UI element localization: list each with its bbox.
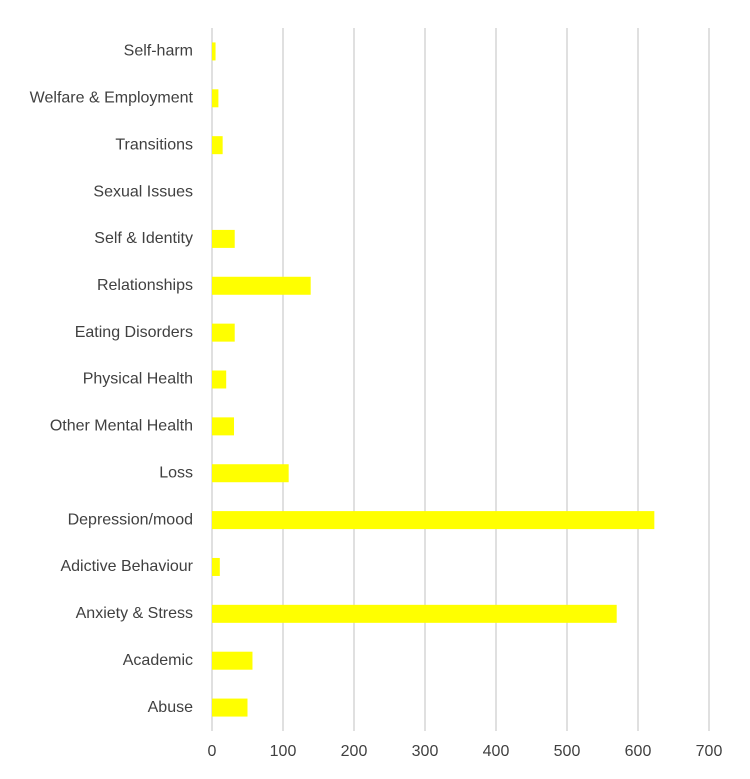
bar: [212, 89, 219, 108]
x-tick-label: 500: [554, 743, 581, 760]
bar: [212, 370, 227, 389]
category-label: Academic: [123, 652, 193, 669]
category-label: Other Mental Health: [50, 418, 193, 435]
category-label: Abuse: [148, 699, 193, 716]
gridlines: [211, 28, 710, 731]
category-label: Depression/mood: [68, 511, 193, 528]
bar: [212, 651, 253, 670]
category-label: Physical Health: [83, 371, 193, 388]
bar: [212, 229, 235, 248]
bar: [212, 42, 216, 61]
bar: [212, 136, 223, 155]
bar: [212, 557, 220, 576]
x-tick-label: 200: [341, 743, 368, 760]
category-label: Self & Identity: [94, 230, 193, 247]
bar: [212, 698, 248, 717]
category-label: Self-harm: [124, 43, 193, 60]
bar: [212, 276, 311, 295]
category-label: Eating Disorders: [75, 324, 193, 341]
x-axis-tick-labels: 0 100 200 300 400 500 600 700: [208, 743, 723, 760]
category-label: Welfare & Employment: [30, 90, 194, 107]
bar: [212, 511, 655, 530]
x-tick-label: 300: [412, 743, 439, 760]
category-label: Sexual Issues: [93, 183, 193, 200]
bar: [212, 464, 289, 483]
category-label: Loss: [159, 464, 193, 481]
x-tick-label: 0: [208, 743, 217, 760]
category-label: Transitions: [115, 136, 193, 153]
category-label: Anxiety & Stress: [76, 605, 193, 622]
x-tick-label: 600: [625, 743, 652, 760]
bars: [212, 42, 655, 717]
bar: [212, 417, 235, 436]
category-label: Relationships: [97, 277, 193, 294]
x-tick-label: 700: [696, 743, 723, 760]
bar: [212, 323, 235, 342]
x-tick-label: 400: [483, 743, 510, 760]
bar: [212, 604, 617, 623]
category-label: Adictive Behaviour: [60, 558, 193, 575]
category-labels: Self-harm Welfare & Employment Transitions…: [30, 43, 194, 716]
x-tick-label: 100: [270, 743, 297, 760]
